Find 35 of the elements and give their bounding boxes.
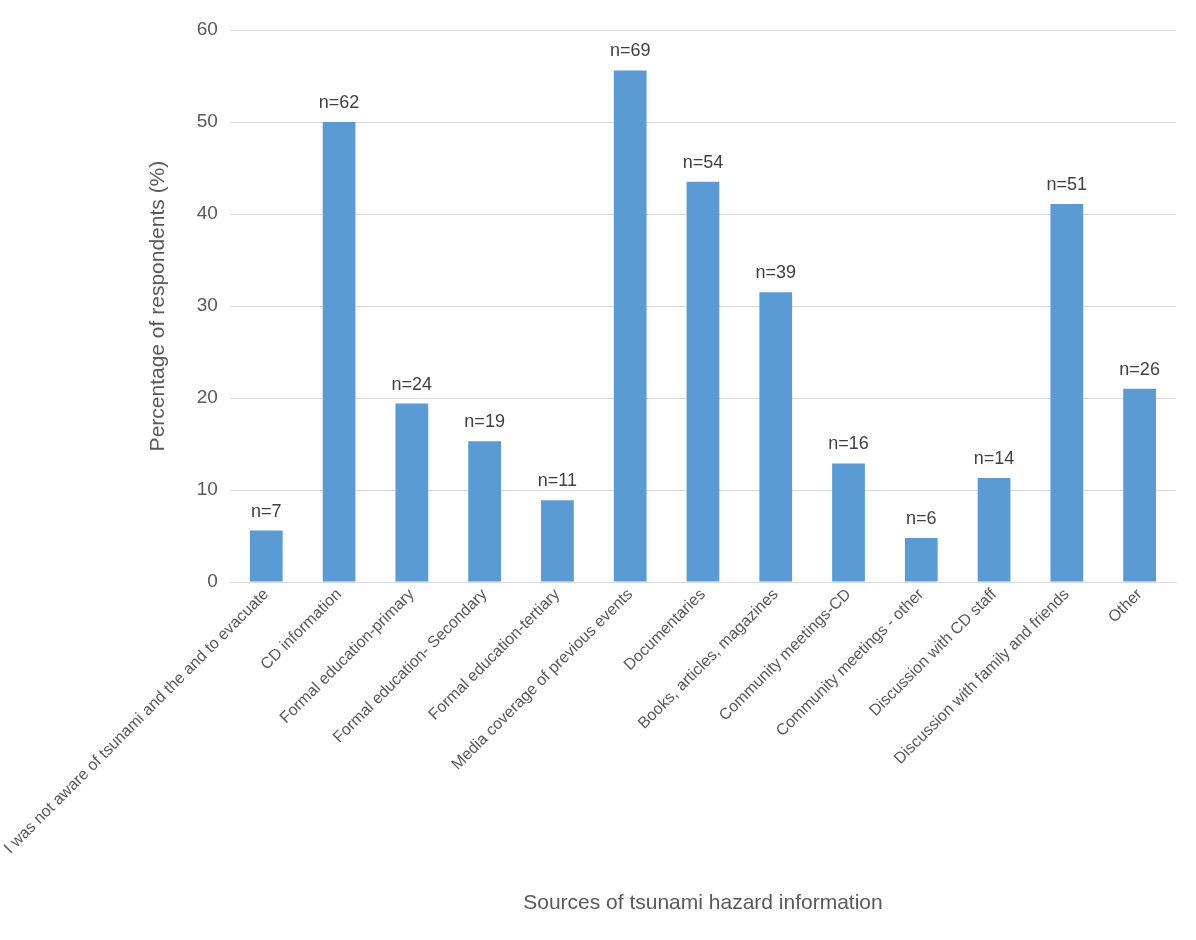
bar — [977, 478, 1011, 582]
y-tick-label: 30 — [196, 294, 218, 316]
y-tick-label: 60 — [196, 18, 218, 40]
bar — [1050, 203, 1084, 582]
annotation: n=6 — [906, 507, 937, 528]
annotation: n=19 — [464, 411, 505, 432]
bar — [904, 537, 938, 582]
bar — [832, 463, 865, 582]
y-tick-label: 20 — [196, 386, 218, 408]
annotation: n=7 — [251, 500, 282, 521]
annotation: n=54 — [682, 151, 724, 172]
bar — [686, 181, 720, 582]
bar — [395, 403, 429, 582]
annotation: n=26 — [1119, 358, 1160, 379]
bar — [468, 441, 501, 582]
x-axis-title: Sources of tsunami hazard information — [523, 890, 883, 914]
bar — [1123, 388, 1156, 582]
y-axis-title: Percentage of respondents (%) — [144, 160, 168, 452]
bar — [249, 530, 283, 582]
annotation: n=51 — [1046, 173, 1088, 194]
annotation: n=39 — [755, 262, 796, 283]
bar — [613, 70, 647, 582]
annotation: n=11 — [537, 470, 578, 491]
y-tick-label: 50 — [196, 110, 218, 132]
annotation: n=24 — [391, 373, 433, 394]
y-tick-label: 40 — [196, 202, 218, 224]
y-tick-label: 0 — [207, 570, 218, 592]
annotation: n=69 — [609, 40, 651, 61]
annotation: n=62 — [318, 91, 360, 112]
annotation: n=14 — [973, 448, 1015, 469]
annotation: n=16 — [828, 433, 869, 454]
bar — [759, 292, 793, 582]
bar — [322, 122, 356, 582]
bar — [541, 500, 574, 582]
y-tick-label: 10 — [196, 478, 218, 500]
